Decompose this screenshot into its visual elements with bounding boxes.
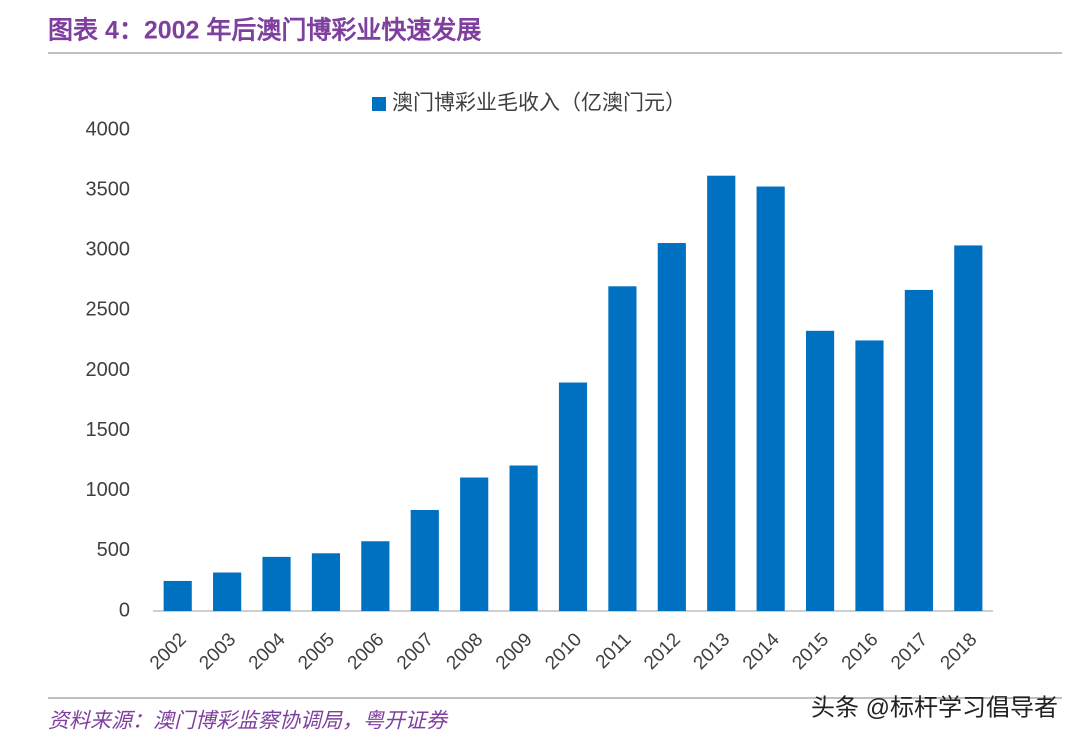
bar [163, 580, 192, 611]
y-tick-label: 3000 [86, 239, 131, 261]
x-tick-label: 2011 [592, 629, 636, 673]
x-tick-label: 2012 [640, 629, 685, 674]
bar [608, 286, 637, 611]
watermark: 头条 @标杆学习倡导者 [811, 694, 1058, 721]
bar [460, 477, 489, 611]
x-tick-label: 2005 [294, 629, 339, 674]
x-tick-label: 2013 [690, 629, 735, 674]
legend-label: 澳门博彩业毛收入（亿澳门元） [392, 92, 686, 115]
y-tick-label: 2500 [86, 299, 131, 321]
x-tick-label: 2018 [937, 629, 982, 674]
bar [954, 245, 983, 611]
bar [707, 175, 736, 611]
bar [558, 382, 588, 611]
x-tick-label: 2015 [788, 629, 833, 674]
y-tick-label: 0 [119, 599, 130, 621]
bar [213, 572, 242, 611]
y-tick-label: 2000 [86, 359, 131, 381]
y-tick-label: 3500 [86, 178, 131, 200]
bar [410, 509, 439, 611]
bar [311, 553, 341, 611]
x-tick-label: 2009 [492, 629, 537, 674]
bar [657, 243, 686, 611]
bar [756, 186, 785, 611]
chart-title: 图表 4：2002 年后澳门博彩业快速发展 [48, 16, 481, 45]
y-tick-label: 1500 [86, 419, 131, 441]
bar [361, 541, 390, 611]
x-tick-label: 2017 [887, 629, 932, 674]
x-tick-label: 2007 [393, 629, 438, 674]
bar [262, 556, 291, 611]
y-tick-label: 500 [97, 539, 130, 561]
legend-swatch [372, 97, 386, 111]
bar [805, 330, 835, 611]
source-note: 资料来源：澳门博彩监察协调局，粤开证券 [48, 710, 449, 733]
bar [904, 289, 933, 611]
y-tick-label: 4000 [86, 118, 131, 140]
x-tick-label: 2010 [541, 629, 586, 674]
x-tick-label: 2014 [739, 629, 784, 674]
x-tick-label: 2004 [245, 629, 290, 674]
x-tick-label: 2016 [838, 629, 883, 674]
x-tick-label: 2003 [195, 629, 240, 674]
bar [855, 340, 884, 611]
bar [509, 465, 538, 611]
x-tick-label: 2008 [443, 629, 488, 674]
x-tick-label: 2006 [344, 629, 389, 674]
y-tick-label: 1000 [86, 479, 131, 501]
x-tick-label: 2002 [146, 629, 191, 674]
